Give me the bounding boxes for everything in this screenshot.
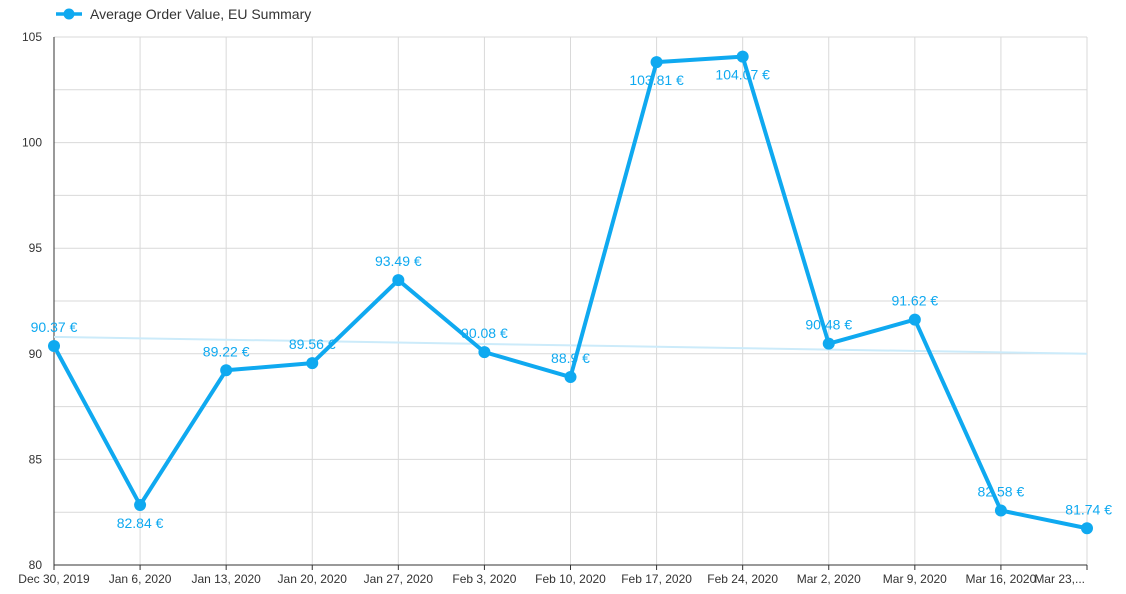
- data-label: 89.22 €: [203, 343, 250, 359]
- data-label: 81.74 €: [1065, 501, 1112, 517]
- data-label: 88.9 €: [551, 350, 590, 366]
- legend[interactable]: Average Order Value, EU Summary: [56, 6, 311, 22]
- legend-marker-icon: [63, 8, 75, 20]
- data-point[interactable]: [134, 499, 147, 512]
- data-label: 90.08 €: [461, 325, 508, 341]
- x-tick-label: Jan 27, 2020: [364, 572, 434, 586]
- data-label: 93.49 €: [375, 253, 422, 269]
- data-label: 82.84 €: [117, 515, 164, 531]
- series-line: [48, 50, 1093, 535]
- x-tick-label: Mar 9, 2020: [883, 572, 947, 586]
- x-tick-label: Feb 10, 2020: [535, 572, 606, 586]
- data-point[interactable]: [994, 504, 1007, 517]
- x-tick-label: Jan 13, 2020: [191, 572, 261, 586]
- data-label: 82.58 €: [978, 484, 1025, 500]
- data-point[interactable]: [478, 346, 491, 359]
- y-tick-label: 90: [29, 347, 43, 361]
- legend-label: Average Order Value, EU Summary: [90, 6, 311, 22]
- data-point[interactable]: [1081, 522, 1093, 535]
- data-point[interactable]: [822, 337, 835, 350]
- data-label: 89.56 €: [289, 336, 336, 352]
- x-tick-label: Mar 2, 2020: [797, 572, 861, 586]
- y-tick-label: 85: [29, 452, 43, 466]
- data-label: 91.62 €: [891, 293, 938, 309]
- x-tick-label: Mar 16, 2020: [966, 572, 1037, 586]
- x-tick-label: Mar 23,...: [1034, 572, 1085, 586]
- data-label: 104.07 €: [715, 67, 770, 83]
- y-tick-label: 105: [22, 30, 42, 44]
- data-point[interactable]: [306, 357, 319, 370]
- y-tick-label: 100: [22, 136, 42, 150]
- x-tick-label: Jan 20, 2020: [278, 572, 348, 586]
- x-tick-label: Dec 30, 2019: [18, 572, 90, 586]
- data-labels: 90.37 € 82.84 € 89.22 € 89.56 € 93.49 € 90.08…: [31, 67, 1113, 531]
- axes: 80 85 90 95 100 105 Dec 30, 2019 Jan 6, 2020 Jan…: [18, 30, 1088, 586]
- data-point[interactable]: [564, 371, 577, 384]
- data-point[interactable]: [650, 56, 663, 69]
- data-point[interactable]: [220, 364, 233, 377]
- data-label: 90.48 €: [805, 317, 852, 333]
- data-label: 103.81 €: [629, 72, 684, 88]
- x-tick-label: Jan 6, 2020: [109, 572, 172, 586]
- data-point[interactable]: [392, 274, 405, 287]
- y-tick-label: 80: [29, 558, 43, 572]
- trendline-path: [53, 335, 1088, 355]
- y-tick-label: 95: [29, 241, 43, 255]
- x-tick-label: Feb 3, 2020: [452, 572, 516, 586]
- data-label: 90.37 €: [31, 319, 78, 335]
- data-point[interactable]: [48, 339, 60, 352]
- x-tick-label: Feb 17, 2020: [621, 572, 692, 586]
- data-point[interactable]: [736, 50, 749, 63]
- trendline: [53, 335, 1088, 355]
- data-point[interactable]: [908, 313, 921, 326]
- x-tick-label: Feb 24, 2020: [707, 572, 778, 586]
